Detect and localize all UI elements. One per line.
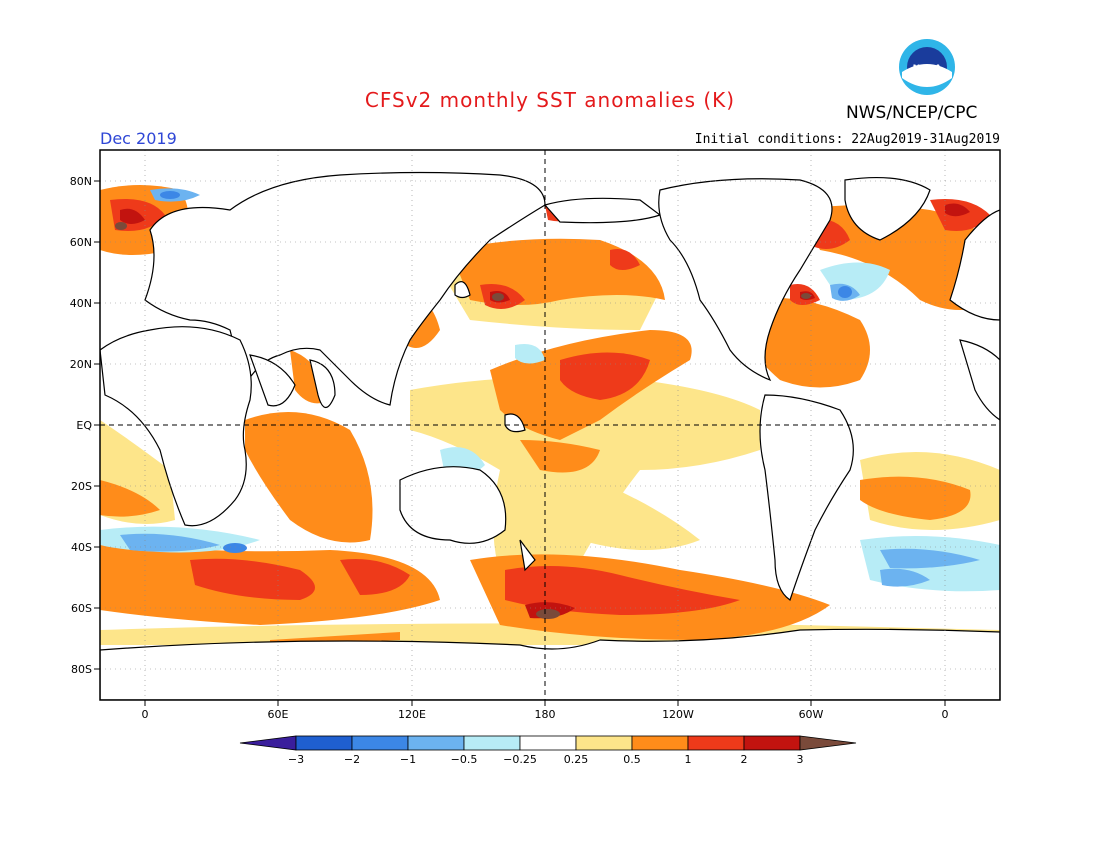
lon-label: 180	[535, 708, 556, 721]
lat-label: 40S	[71, 541, 92, 554]
noaa-logo: NOAA	[898, 38, 956, 96]
colorbar-label: 3	[797, 753, 804, 766]
lat-label: 40N	[70, 297, 92, 310]
lon-label: 60W	[799, 708, 824, 721]
valid-month: Dec 2019	[100, 129, 177, 148]
colorbar-segment	[687, 735, 745, 751]
colorbar-label: −1	[400, 753, 416, 766]
lon-label: 60E	[268, 708, 289, 721]
colorbar-label: −2	[344, 753, 360, 766]
colorbar-segment	[743, 735, 801, 751]
colorbar-label: −3	[288, 753, 304, 766]
lon-label: 0	[142, 708, 149, 721]
colorbar-segment	[575, 735, 633, 751]
coastlines	[100, 171, 1000, 700]
lon-label: 120W	[662, 708, 694, 721]
lat-labels: 80N 60N 40N 20N EQ 20S 40S 60S 80S	[70, 175, 93, 676]
lon-label: 120E	[398, 708, 426, 721]
colorbar-arrow-high	[799, 735, 857, 751]
lon-label: 0	[942, 708, 949, 721]
lat-label: 80N	[70, 175, 92, 188]
lat-ticks	[94, 180, 100, 670]
colorbar-segment	[463, 735, 521, 751]
logo-text: NOAA	[913, 64, 942, 74]
colorbar-label: 0.25	[564, 753, 589, 766]
lon-labels: 0 60E 120E 180 120W 60W 0	[142, 708, 949, 721]
lat-label: 60S	[71, 602, 92, 615]
colorbar-segment	[519, 735, 577, 751]
colorbar-segment	[295, 735, 353, 751]
extreme-warm-anomaly	[115, 222, 811, 619]
colorbar-arrow-low	[239, 735, 297, 751]
lat-label: EQ	[76, 419, 92, 432]
graticule	[100, 150, 1000, 700]
anomaly-field	[100, 150, 1000, 700]
lat-label: 60N	[70, 236, 92, 249]
lat-label: 80S	[71, 663, 92, 676]
colorbar-label: −0.25	[503, 753, 537, 766]
colorbar-segment	[351, 735, 409, 751]
colorbar-label: 0.5	[623, 753, 641, 766]
colorbar-segment	[407, 735, 465, 751]
colorbar: −3 −2 −1 −0.5 −0.25 0.25 0.5 1 2 3	[239, 735, 857, 766]
colorbar-segment	[631, 735, 689, 751]
chart-title: CFSv2 monthly SST anomalies (K)	[364, 88, 736, 112]
lat-label: 20S	[71, 480, 92, 493]
lon-ticks	[144, 700, 946, 706]
colorbar-label: 1	[685, 753, 692, 766]
colorbar-label: 2	[741, 753, 748, 766]
strong-warm-anomaly	[110, 199, 990, 615]
lat-label: 20N	[70, 358, 92, 371]
initial-conditions: Initial conditions: 22Aug2019-31Aug2019	[694, 132, 1000, 147]
colorbar-label: −0.5	[451, 753, 478, 766]
agency-label: NWS/NCEP/CPC	[846, 103, 978, 123]
